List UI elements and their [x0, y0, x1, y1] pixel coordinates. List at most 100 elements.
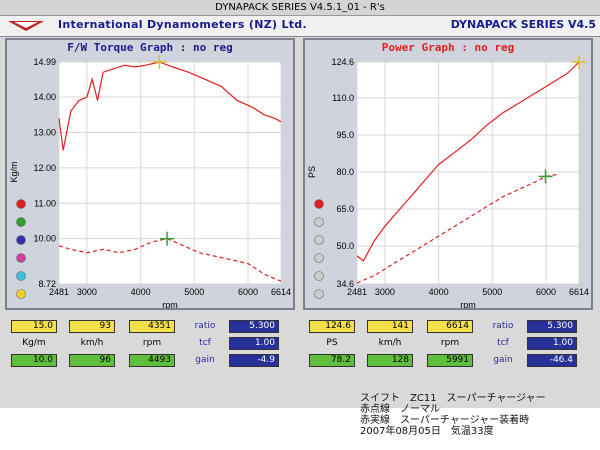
x-tick-label: 6000 [238, 287, 258, 297]
readout-unit-label: PS [326, 338, 338, 348]
y-tick-label: 50.0 [336, 241, 354, 251]
y-tick-label: 14.99 [33, 57, 56, 67]
readout-value-bottom: 4493 [129, 354, 175, 367]
x-tick-label: 4000 [429, 287, 449, 297]
readout-value-top: 15.0 [11, 320, 57, 333]
readout-unit-label: rpm [142, 338, 162, 348]
readout-value-bottom: 78.2 [309, 354, 355, 367]
y-tick-label: 13.00 [33, 127, 56, 137]
torque-readout-panel: 15.0 93 4351 Kg/m km/h rpm 10.0 96 4493 ratio 5.30… [5, 318, 295, 388]
company-name: International Dynamometers (NZ) Ltd. [58, 18, 307, 31]
y-tick-label: 34.6 [336, 279, 354, 289]
x-tick-label: 5000 [184, 287, 204, 297]
readout-value-bottom: 128 [367, 354, 413, 367]
readout-value-top: 6614 [427, 320, 473, 333]
x-tick-label: 4000 [131, 287, 151, 297]
readout-unit-label: Kg/m [22, 338, 46, 348]
x-tick-label: 2481 [49, 287, 69, 297]
y-tick-label: 8.72 [38, 279, 56, 289]
gain-label: gain [493, 355, 513, 365]
channel-dot-button[interactable] [16, 253, 26, 263]
tcf-value[interactable]: 1.00 [527, 337, 577, 350]
channel-dot-button[interactable] [314, 235, 324, 245]
readout-unit-label: rpm [440, 338, 460, 348]
series-line-dashed [58, 238, 282, 282]
power-readout-panel: 124.6 141 6614 PS km/h rpm 78.2 128 5991 ratio 5.3… [303, 318, 593, 388]
y-tick-label: 124.6 [331, 57, 354, 67]
channel-dot-button[interactable] [16, 289, 26, 299]
y-tick-label: 95.0 [336, 130, 354, 140]
tcf-label: tcf [199, 338, 211, 348]
cursor-marker[interactable] [572, 55, 586, 69]
note-line: 赤実線 スーパーチャージャー装着時 [360, 415, 530, 426]
x-axis-label: rpm [162, 300, 178, 308]
readout-value-top: 124.6 [309, 320, 355, 333]
y-tick-label: 10.00 [33, 234, 56, 244]
x-tick-label: 3000 [77, 287, 97, 297]
x-tick-label: 3000 [375, 287, 395, 297]
y-tick-label: 65.0 [336, 204, 354, 214]
x-tick-label: 6614 [271, 287, 291, 297]
readout-value-bottom: 5991 [427, 354, 473, 367]
power-graph-title: Power Graph : no reg [381, 41, 515, 54]
readout-value-top: 93 [69, 320, 115, 333]
gain-value[interactable]: -46.4 [527, 354, 577, 367]
channel-dot-button[interactable] [314, 199, 324, 209]
cursor-marker[interactable] [152, 55, 167, 69]
company-logo [8, 21, 44, 31]
series-line-solid [58, 61, 282, 151]
torque-graph-panel: F/W Torque Graph : no reg 2481 3000 4000 50… [5, 38, 295, 310]
y-axis-label: Kg/m [9, 161, 19, 182]
plot-area [58, 61, 282, 285]
gain-label: gain [195, 355, 215, 365]
y-tick-label: 80.0 [336, 167, 354, 177]
x-tick-label: 6000 [536, 287, 556, 297]
channel-dot-button[interactable] [16, 271, 26, 281]
channel-dot-button[interactable] [314, 289, 324, 299]
dynapack-window: DYNAPACK SERIES V4.5.1_01 - R's Internat… [0, 0, 600, 408]
handwritten-notes: スイフト ZC11 スーパーチャージャー 赤点線 ノーマル 赤実線 スーパーチャ… [360, 393, 546, 437]
channel-dot-button[interactable] [314, 217, 324, 227]
cursor-marker[interactable] [160, 231, 175, 246]
channel-dot-button[interactable] [16, 235, 26, 245]
channel-dot-button[interactable] [314, 271, 324, 281]
y-tick-label: 14.00 [33, 92, 56, 102]
note-line: 2007年08月05日 気温33度 [360, 426, 494, 437]
series-line-solid [356, 61, 580, 262]
y-tick-label: 110.0 [332, 93, 354, 103]
readout-value-bottom: 10.0 [11, 354, 57, 367]
app-header: International Dynamometers (NZ) Ltd. DYN… [0, 16, 600, 37]
x-tick-label: 2481 [347, 287, 367, 297]
x-axis-label: rpm [460, 300, 476, 308]
gain-value[interactable]: -4.9 [229, 354, 279, 367]
note-line: 赤点線 ノーマル [360, 404, 440, 415]
series-label: DYNAPACK SERIES V4.5 [450, 18, 596, 31]
readout-value-top: 4351 [129, 320, 175, 333]
ratio-label: ratio [194, 321, 216, 331]
readout-unit-label: km/h [80, 338, 104, 348]
x-tick-label: 6614 [569, 287, 589, 297]
power-graph-panel: Power Graph : no reg 2481 3000 4000 5000 600… [303, 38, 593, 310]
y-tick-label: 12.00 [33, 163, 56, 173]
x-tick-label: 5000 [482, 287, 502, 297]
y-axis-label: PS [307, 166, 317, 178]
power-chart: 2481 3000 4000 5000 6000 6614 124.6 110.0 95.0 80… [307, 55, 589, 308]
readout-unit-label: km/h [378, 338, 402, 348]
tcf-label: tcf [497, 338, 509, 348]
torque-chart: 2481 3000 4000 5000 6000 6614 14.99 14.00 13.00 1… [9, 55, 291, 308]
ratio-value[interactable]: 5.300 [229, 320, 279, 333]
plot-area [356, 61, 580, 285]
readout-value-top: 141 [367, 320, 413, 333]
channel-dot-button[interactable] [16, 217, 26, 227]
ratio-value[interactable]: 5.300 [527, 320, 577, 333]
tcf-value[interactable]: 1.00 [229, 337, 279, 350]
channel-dot-button[interactable] [314, 253, 324, 263]
channel-dot-button[interactable] [16, 199, 26, 209]
ratio-label: ratio [492, 321, 514, 331]
window-title: DYNAPACK SERIES V4.5.1_01 - R's [0, 0, 600, 16]
note-line: スイフト ZC11 スーパーチャージャー [360, 393, 546, 404]
torque-graph-title: F/W Torque Graph : no reg [67, 41, 233, 54]
cursor-marker[interactable] [538, 169, 553, 184]
y-tick-label: 11.00 [34, 198, 56, 208]
series-line-dashed [356, 173, 557, 284]
